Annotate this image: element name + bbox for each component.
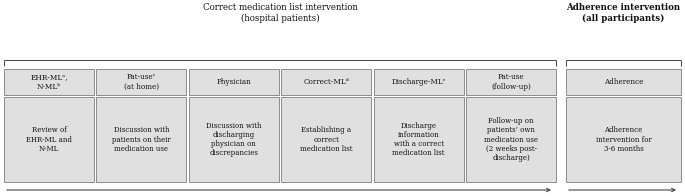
Text: Establishing a
correct
medication list: Establishing a correct medication list [300,126,353,153]
Bar [4,97,94,182]
Bar [97,69,186,95]
Text: EHR-MLᵃ,
N-MLᵇ: EHR-MLᵃ, N-MLᵇ [30,73,68,91]
Bar [282,97,371,182]
Text: Adherence
intervention for
3-6 months: Adherence intervention for 3-6 months [595,126,651,153]
Text: Follow-up on
patients’ own
medication use
(2 weeks post-
discharge): Follow-up on patients’ own medication us… [484,117,538,162]
Text: Correct medication list intervention
(hospital patients): Correct medication list intervention (ho… [203,3,358,23]
Bar [373,69,464,95]
Bar [566,69,681,95]
Bar [97,97,186,182]
Text: Discharge
information
with a correct
medication list: Discharge information with a correct med… [393,122,445,157]
Text: Physician: Physician [216,78,251,86]
Text: Discharge-MLᵉ: Discharge-MLᵉ [391,78,446,86]
Text: Discussion with
patients on their
medication use: Discussion with patients on their medica… [112,126,171,153]
Bar [466,97,556,182]
Bar [466,69,556,95]
Text: Discussion with
discharging
physician on
discrepancies: Discussion with discharging physician on… [206,122,262,157]
Text: Correct-MLᵈ: Correct-MLᵈ [303,78,349,86]
Bar [373,97,464,182]
Bar [189,97,279,182]
Bar [282,69,371,95]
Text: Pat-use
(follow-up): Pat-use (follow-up) [491,73,531,91]
Text: Pat-useᶜ
(at home): Pat-useᶜ (at home) [124,73,159,91]
Bar [566,97,681,182]
Text: Review of
EHR-ML and
N-ML: Review of EHR-ML and N-ML [26,126,72,153]
Bar [4,69,94,95]
Bar [189,69,279,95]
Text: Adherence: Adherence [603,78,643,86]
Text: Adherence intervention
(all participants): Adherence intervention (all participants… [566,3,681,23]
